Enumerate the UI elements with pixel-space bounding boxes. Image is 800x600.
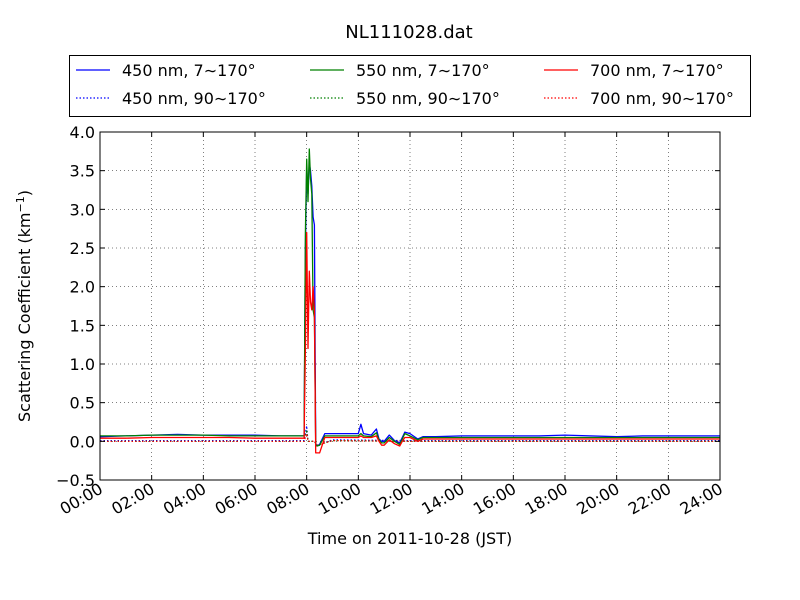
legend-label: 550 nm, 7∼170° (356, 61, 490, 80)
x-tick-label: 02:00 (108, 479, 157, 519)
series-line (100, 433, 720, 446)
y-tick-label: 3.0 (70, 200, 95, 219)
y-axis-label-main: Scattering Coefficient (km (15, 212, 34, 422)
x-tick-label: 12:00 (367, 479, 416, 519)
x-tick-label: 08:00 (263, 479, 312, 519)
y-tick-label: 3.5 (70, 162, 95, 181)
plot-area (99, 131, 721, 481)
x-tick-label: 18:00 (522, 479, 571, 519)
y-axis-label-close: ) (15, 190, 34, 196)
y-axis-label-superscript: −1 (14, 196, 27, 212)
axis-ticks (99, 131, 721, 481)
x-tick-label: 06:00 (212, 479, 261, 519)
x-tick-labels: 00:00 02:00 04:00 06:00 08:00 10:00 12:00 14:00… (57, 479, 726, 519)
x-tick-label: 16:00 (470, 479, 519, 519)
legend-label: 700 nm, 90∼170° (590, 89, 734, 108)
plot-background (100, 132, 720, 480)
legend-label: 550 nm, 90∼170° (356, 89, 500, 108)
y-tick-label: 0.0 (70, 432, 95, 451)
legend-label: 450 nm, 7∼170° (122, 61, 256, 80)
series-lines (99, 148, 720, 454)
y-tick-label: 2.0 (70, 278, 95, 297)
legend-label: 700 nm, 7∼170° (590, 61, 724, 80)
x-tick-label: 14:00 (418, 479, 467, 519)
x-tick-label: 24:00 (677, 479, 726, 519)
x-tick-label: 10:00 (315, 479, 364, 519)
y-tick-label: −0.5 (56, 471, 95, 490)
x-tick-label: 04:00 (160, 479, 209, 519)
y-axis-label: Scattering Coefficient (km−1) (14, 190, 34, 422)
series-line (100, 231, 720, 454)
y-tick-label: 0.5 (70, 394, 95, 413)
y-tick-label: 1.0 (70, 355, 95, 374)
y-tick-labels: −0.5 0.0 0.5 1.0 1.5 2.0 2.5 3.0 3.5 4.0 (56, 123, 95, 490)
y-tick-label: 4.0 (70, 123, 95, 142)
y-tick-label: 1.5 (70, 316, 95, 335)
legend-label: 450 nm, 90∼170° (122, 89, 266, 108)
y-tick-label: 2.5 (70, 239, 95, 258)
legend-frame (69, 55, 751, 117)
x-axis-label: Time on 2011-10-28 (JST) (307, 529, 512, 548)
chart-title: NL111028.dat (345, 22, 472, 43)
chart-legend: 450 nm, 7∼170° 550 nm, 7∼170° 700 nm, 7∼17… (69, 55, 751, 117)
x-tick-label: 20:00 (573, 479, 622, 519)
series-line (100, 425, 720, 446)
x-tick-label: 22:00 (625, 479, 674, 519)
